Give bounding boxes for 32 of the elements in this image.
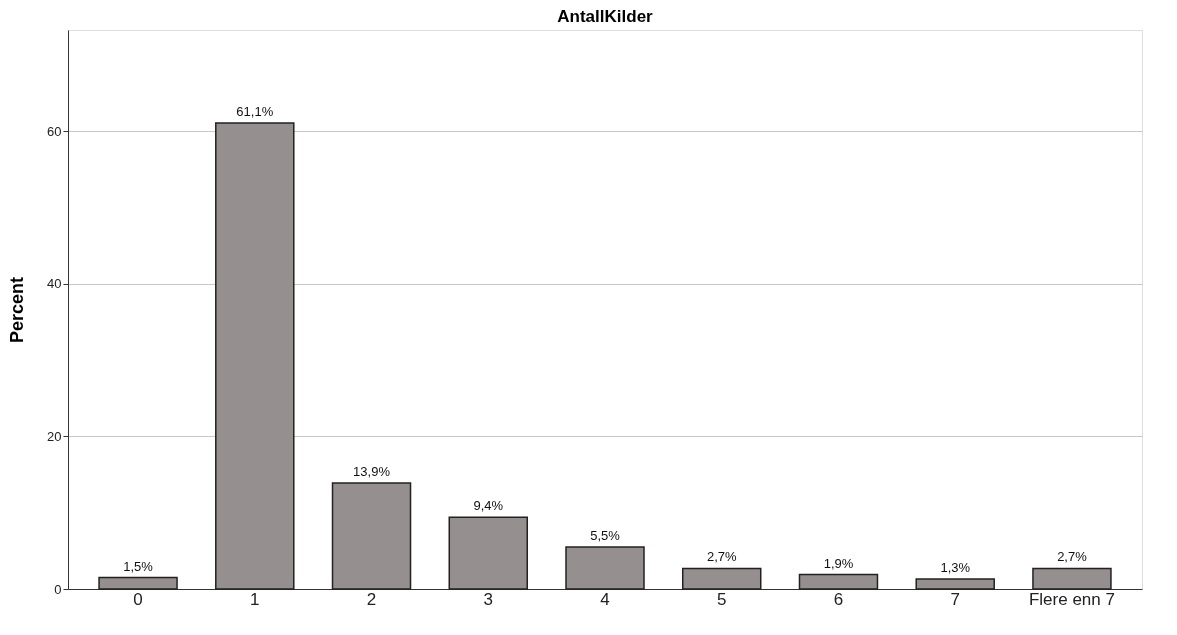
data-label: 1,3% [940,560,971,576]
x-tick-label: 2 [366,589,377,609]
bar [681,567,762,590]
data-label: 61,1% [236,104,274,120]
data-label: 1,9% [823,555,854,571]
bar [215,122,295,590]
bar [448,516,529,590]
x-tick-label: 5 [717,589,727,609]
bar [565,546,645,590]
x-tick-label: 7 [950,589,960,609]
y-axis-title: Percent [7,276,28,344]
y-tick-label: 60 [47,123,62,139]
x-tick-label: 4 [600,589,610,609]
bar [798,573,879,590]
chart-title: AntallKilder [557,7,654,26]
data-label: 2,7% [706,549,737,565]
data-label: 13,9% [353,464,391,479]
bar [98,576,178,590]
bar [915,578,995,590]
data-label: 5,5% [590,528,621,544]
data-label: 1,5% [123,558,154,574]
data-label: 2,7% [1057,549,1088,565]
y-tick-label: 40 [47,276,62,292]
data-label: 9,4% [473,498,504,514]
bar [331,482,412,590]
x-tick-label: 1 [250,589,260,609]
x-tick-label: 0 [133,589,143,609]
x-tick-label: Flere enn 7 [1028,589,1115,609]
x-tick-label: 3 [483,589,493,609]
bar [1032,567,1112,590]
x-tick-label: 6 [833,589,844,609]
y-tick-label: 20 [47,428,62,444]
